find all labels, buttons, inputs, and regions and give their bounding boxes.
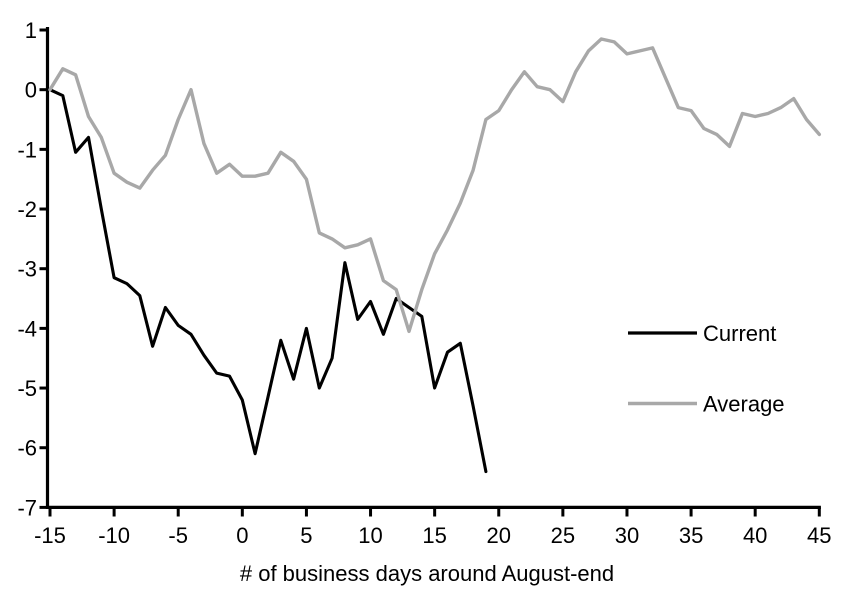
plot-group: 10-1-2-3-4-5-6-7-15 -10 -5 0 5 10 15 20 25 30 35 40… bbox=[17, 18, 831, 548]
x-tick-label: -5 bbox=[168, 523, 188, 548]
current-series-line bbox=[48, 88, 488, 474]
x-tick-label: 45 bbox=[807, 523, 831, 548]
x-tick-label: 20 bbox=[487, 523, 511, 548]
y-tick-label: -7 bbox=[17, 495, 37, 520]
x-tick-label: 35 bbox=[679, 523, 703, 548]
average-series-line bbox=[48, 37, 821, 334]
x-axis-title: # of business days around August-end bbox=[240, 561, 614, 586]
x-tick-label: 25 bbox=[551, 523, 575, 548]
y-tick-label: -2 bbox=[17, 197, 37, 222]
y-tick-label: -5 bbox=[17, 376, 37, 401]
y-tick-label: -3 bbox=[17, 257, 37, 282]
x-tick-label: 5 bbox=[300, 523, 312, 548]
x-tick-label: 10 bbox=[358, 523, 382, 548]
y-tick-label: 0 bbox=[25, 78, 37, 103]
y-tick-label: -6 bbox=[17, 436, 37, 461]
legend-label-average: Average bbox=[703, 392, 785, 417]
legend-label-current: Current bbox=[703, 321, 776, 346]
y-tick-label: -1 bbox=[17, 137, 37, 162]
x-tick-label: -10 bbox=[98, 523, 130, 548]
x-tick-label: 0 bbox=[236, 523, 248, 548]
x-tick-label: -15 bbox=[34, 523, 66, 548]
y-tick-label: 1 bbox=[25, 18, 37, 43]
x-tick-label: 30 bbox=[615, 523, 639, 548]
x-tick-label: 15 bbox=[422, 523, 446, 548]
x-tick-label: 40 bbox=[743, 523, 767, 548]
legend: Current Average bbox=[628, 321, 785, 417]
y-tick-label: -4 bbox=[17, 316, 37, 341]
